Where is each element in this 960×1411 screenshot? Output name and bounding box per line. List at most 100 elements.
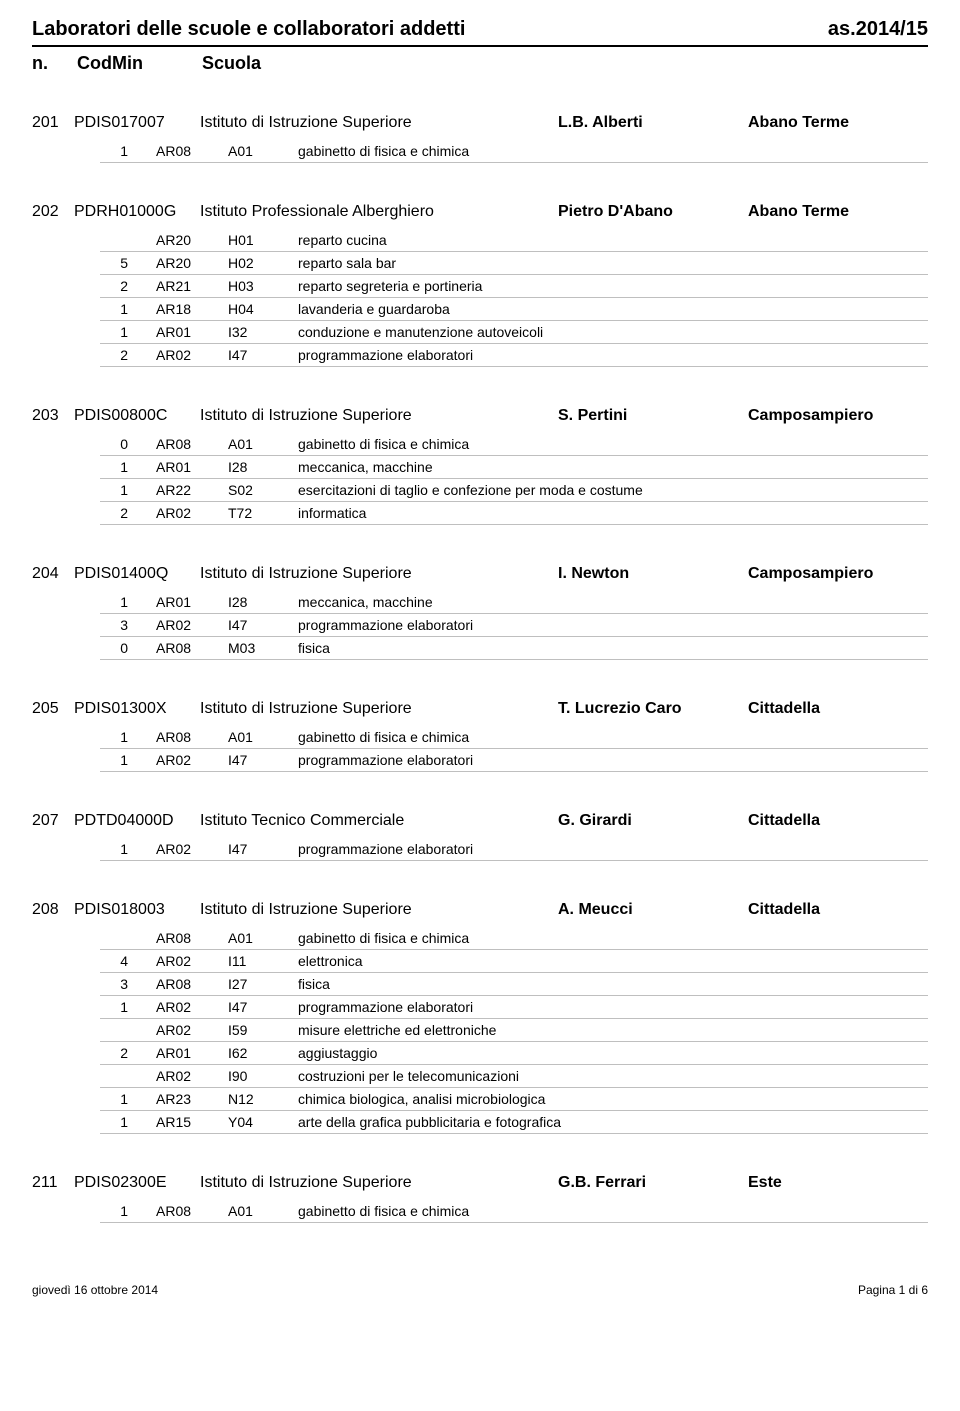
row-code-b: I47 xyxy=(228,999,298,1015)
school-section: 204PDIS01400QIstituto di Istruzione Supe… xyxy=(32,565,928,660)
lab-row: 2AR21H03reparto segreteria e portineria xyxy=(100,275,928,298)
row-code-a: AR08 xyxy=(156,729,228,745)
row-code-b: I90 xyxy=(228,1068,298,1084)
row-code-a: AR20 xyxy=(156,232,228,248)
row-desc: gabinetto di fisica e chimica xyxy=(298,729,928,745)
row-qty: 1 xyxy=(100,143,156,159)
row-code-b: I47 xyxy=(228,617,298,633)
row-code-a: AR01 xyxy=(156,459,228,475)
lab-row: 3AR02I47programmazione elaboratori xyxy=(100,614,928,637)
school-section: 202PDRH01000GIstituto Professionale Albe… xyxy=(32,203,928,367)
school-header: 208PDIS018003Istituto di Istruzione Supe… xyxy=(32,901,928,919)
row-qty: 2 xyxy=(100,278,156,294)
lab-row: 1AR08A01gabinetto di fisica e chimica xyxy=(100,1200,928,1223)
lab-row: AR20H01reparto cucina xyxy=(100,229,928,252)
school-section: 207PDTD04000DIstituto Tecnico Commercial… xyxy=(32,812,928,861)
school-header: 211PDIS02300EIstituto di Istruzione Supe… xyxy=(32,1174,928,1192)
row-code-a: AR23 xyxy=(156,1091,228,1107)
row-desc: reparto segreteria e portineria xyxy=(298,278,928,294)
school-city: Camposampiero xyxy=(748,407,928,425)
school-header: 207PDTD04000DIstituto Tecnico Commercial… xyxy=(32,812,928,830)
row-code-a: AR08 xyxy=(156,930,228,946)
school-number: 205 xyxy=(32,700,74,718)
lab-row: 1AR18H04lavanderia e guardaroba xyxy=(100,298,928,321)
row-code-b: A01 xyxy=(228,930,298,946)
lab-row: 1AR08A01gabinetto di fisica e chimica xyxy=(100,140,928,163)
row-qty: 1 xyxy=(100,729,156,745)
col-codmin: CodMin xyxy=(77,53,197,74)
row-code-b: I27 xyxy=(228,976,298,992)
row-code-b: A01 xyxy=(228,1203,298,1219)
footer-date: giovedì 16 ottobre 2014 xyxy=(32,1283,158,1297)
school-code: PDIS01300X xyxy=(74,700,200,718)
footer-page: Pagina 1 di 6 xyxy=(858,1283,928,1297)
row-desc: gabinetto di fisica e chimica xyxy=(298,143,928,159)
row-qty: 1 xyxy=(100,482,156,498)
school-city: Cittadella xyxy=(748,700,928,718)
school-city: Camposampiero xyxy=(748,565,928,583)
lab-row: 0AR08M03fisica xyxy=(100,637,928,660)
school-name: G. Girardi xyxy=(558,812,748,830)
lab-row: AR02I59misure elettriche ed elettroniche xyxy=(100,1019,928,1042)
row-desc: fisica xyxy=(298,976,928,992)
row-desc: gabinetto di fisica e chimica xyxy=(298,436,928,452)
school-city: Abano Terme xyxy=(748,203,928,221)
row-qty: 1 xyxy=(100,1203,156,1219)
lab-row: 1AR02I47programmazione elaboratori xyxy=(100,749,928,772)
school-number: 208 xyxy=(32,901,74,919)
lab-row: 5AR20H02reparto sala bar xyxy=(100,252,928,275)
row-code-a: AR02 xyxy=(156,347,228,363)
row-code-b: H03 xyxy=(228,278,298,294)
school-code: PDTD04000D xyxy=(74,812,200,830)
row-desc: costruzioni per le telecomunicazioni xyxy=(298,1068,928,1084)
row-desc: aggiustaggio xyxy=(298,1045,928,1061)
school-code: PDIS018003 xyxy=(74,901,200,919)
row-desc: programmazione elaboratori xyxy=(298,841,928,857)
row-qty: 0 xyxy=(100,640,156,656)
school-type: Istituto di Istruzione Superiore xyxy=(200,565,558,583)
school-number: 207 xyxy=(32,812,74,830)
row-desc: programmazione elaboratori xyxy=(298,999,928,1015)
school-name: L.B. Alberti xyxy=(558,114,748,132)
row-code-b: S02 xyxy=(228,482,298,498)
row-code-a: AR15 xyxy=(156,1114,228,1130)
row-code-a: AR22 xyxy=(156,482,228,498)
row-code-a: AR02 xyxy=(156,1022,228,1038)
row-code-b: I62 xyxy=(228,1045,298,1061)
lab-row: 2AR02I47programmazione elaboratori xyxy=(100,344,928,367)
row-qty: 1 xyxy=(100,459,156,475)
lab-row: 1AR02I47programmazione elaboratori xyxy=(100,996,928,1019)
row-code-b: I28 xyxy=(228,594,298,610)
row-code-a: AR01 xyxy=(156,1045,228,1061)
school-number: 211 xyxy=(32,1174,74,1192)
school-type: Istituto di Istruzione Superiore xyxy=(200,407,558,425)
lab-row: 1AR23N12chimica biologica, analisi micro… xyxy=(100,1088,928,1111)
school-number: 204 xyxy=(32,565,74,583)
row-code-b: I28 xyxy=(228,459,298,475)
school-city: Este xyxy=(748,1174,928,1192)
school-name: G.B. Ferrari xyxy=(558,1174,748,1192)
school-type: Istituto di Istruzione Superiore xyxy=(200,700,558,718)
lab-row: 1AR02I47programmazione elaboratori xyxy=(100,838,928,861)
school-code: PDIS02300E xyxy=(74,1174,200,1192)
lab-row: 1AR01I28meccanica, macchine xyxy=(100,456,928,479)
row-qty: 2 xyxy=(100,1045,156,1061)
row-code-a: AR02 xyxy=(156,999,228,1015)
row-desc: programmazione elaboratori xyxy=(298,347,928,363)
school-header: 203PDIS00800CIstituto di Istruzione Supe… xyxy=(32,407,928,425)
row-code-a: AR01 xyxy=(156,324,228,340)
row-desc: gabinetto di fisica e chimica xyxy=(298,1203,928,1219)
row-code-a: AR02 xyxy=(156,617,228,633)
row-desc: misure elettriche ed elettroniche xyxy=(298,1022,928,1038)
row-desc: reparto sala bar xyxy=(298,255,928,271)
row-desc: chimica biologica, analisi microbiologic… xyxy=(298,1091,928,1107)
school-header: 204PDIS01400QIstituto di Istruzione Supe… xyxy=(32,565,928,583)
row-desc: meccanica, macchine xyxy=(298,459,928,475)
row-desc: informatica xyxy=(298,505,928,521)
row-code-b: A01 xyxy=(228,729,298,745)
row-qty: 1 xyxy=(100,1114,156,1130)
row-desc: lavanderia e guardaroba xyxy=(298,301,928,317)
school-section: 208PDIS018003Istituto di Istruzione Supe… xyxy=(32,901,928,1134)
page-year: as.2014/15 xyxy=(828,18,928,41)
page-title: Laboratori delle scuole e collaboratori … xyxy=(32,18,465,41)
